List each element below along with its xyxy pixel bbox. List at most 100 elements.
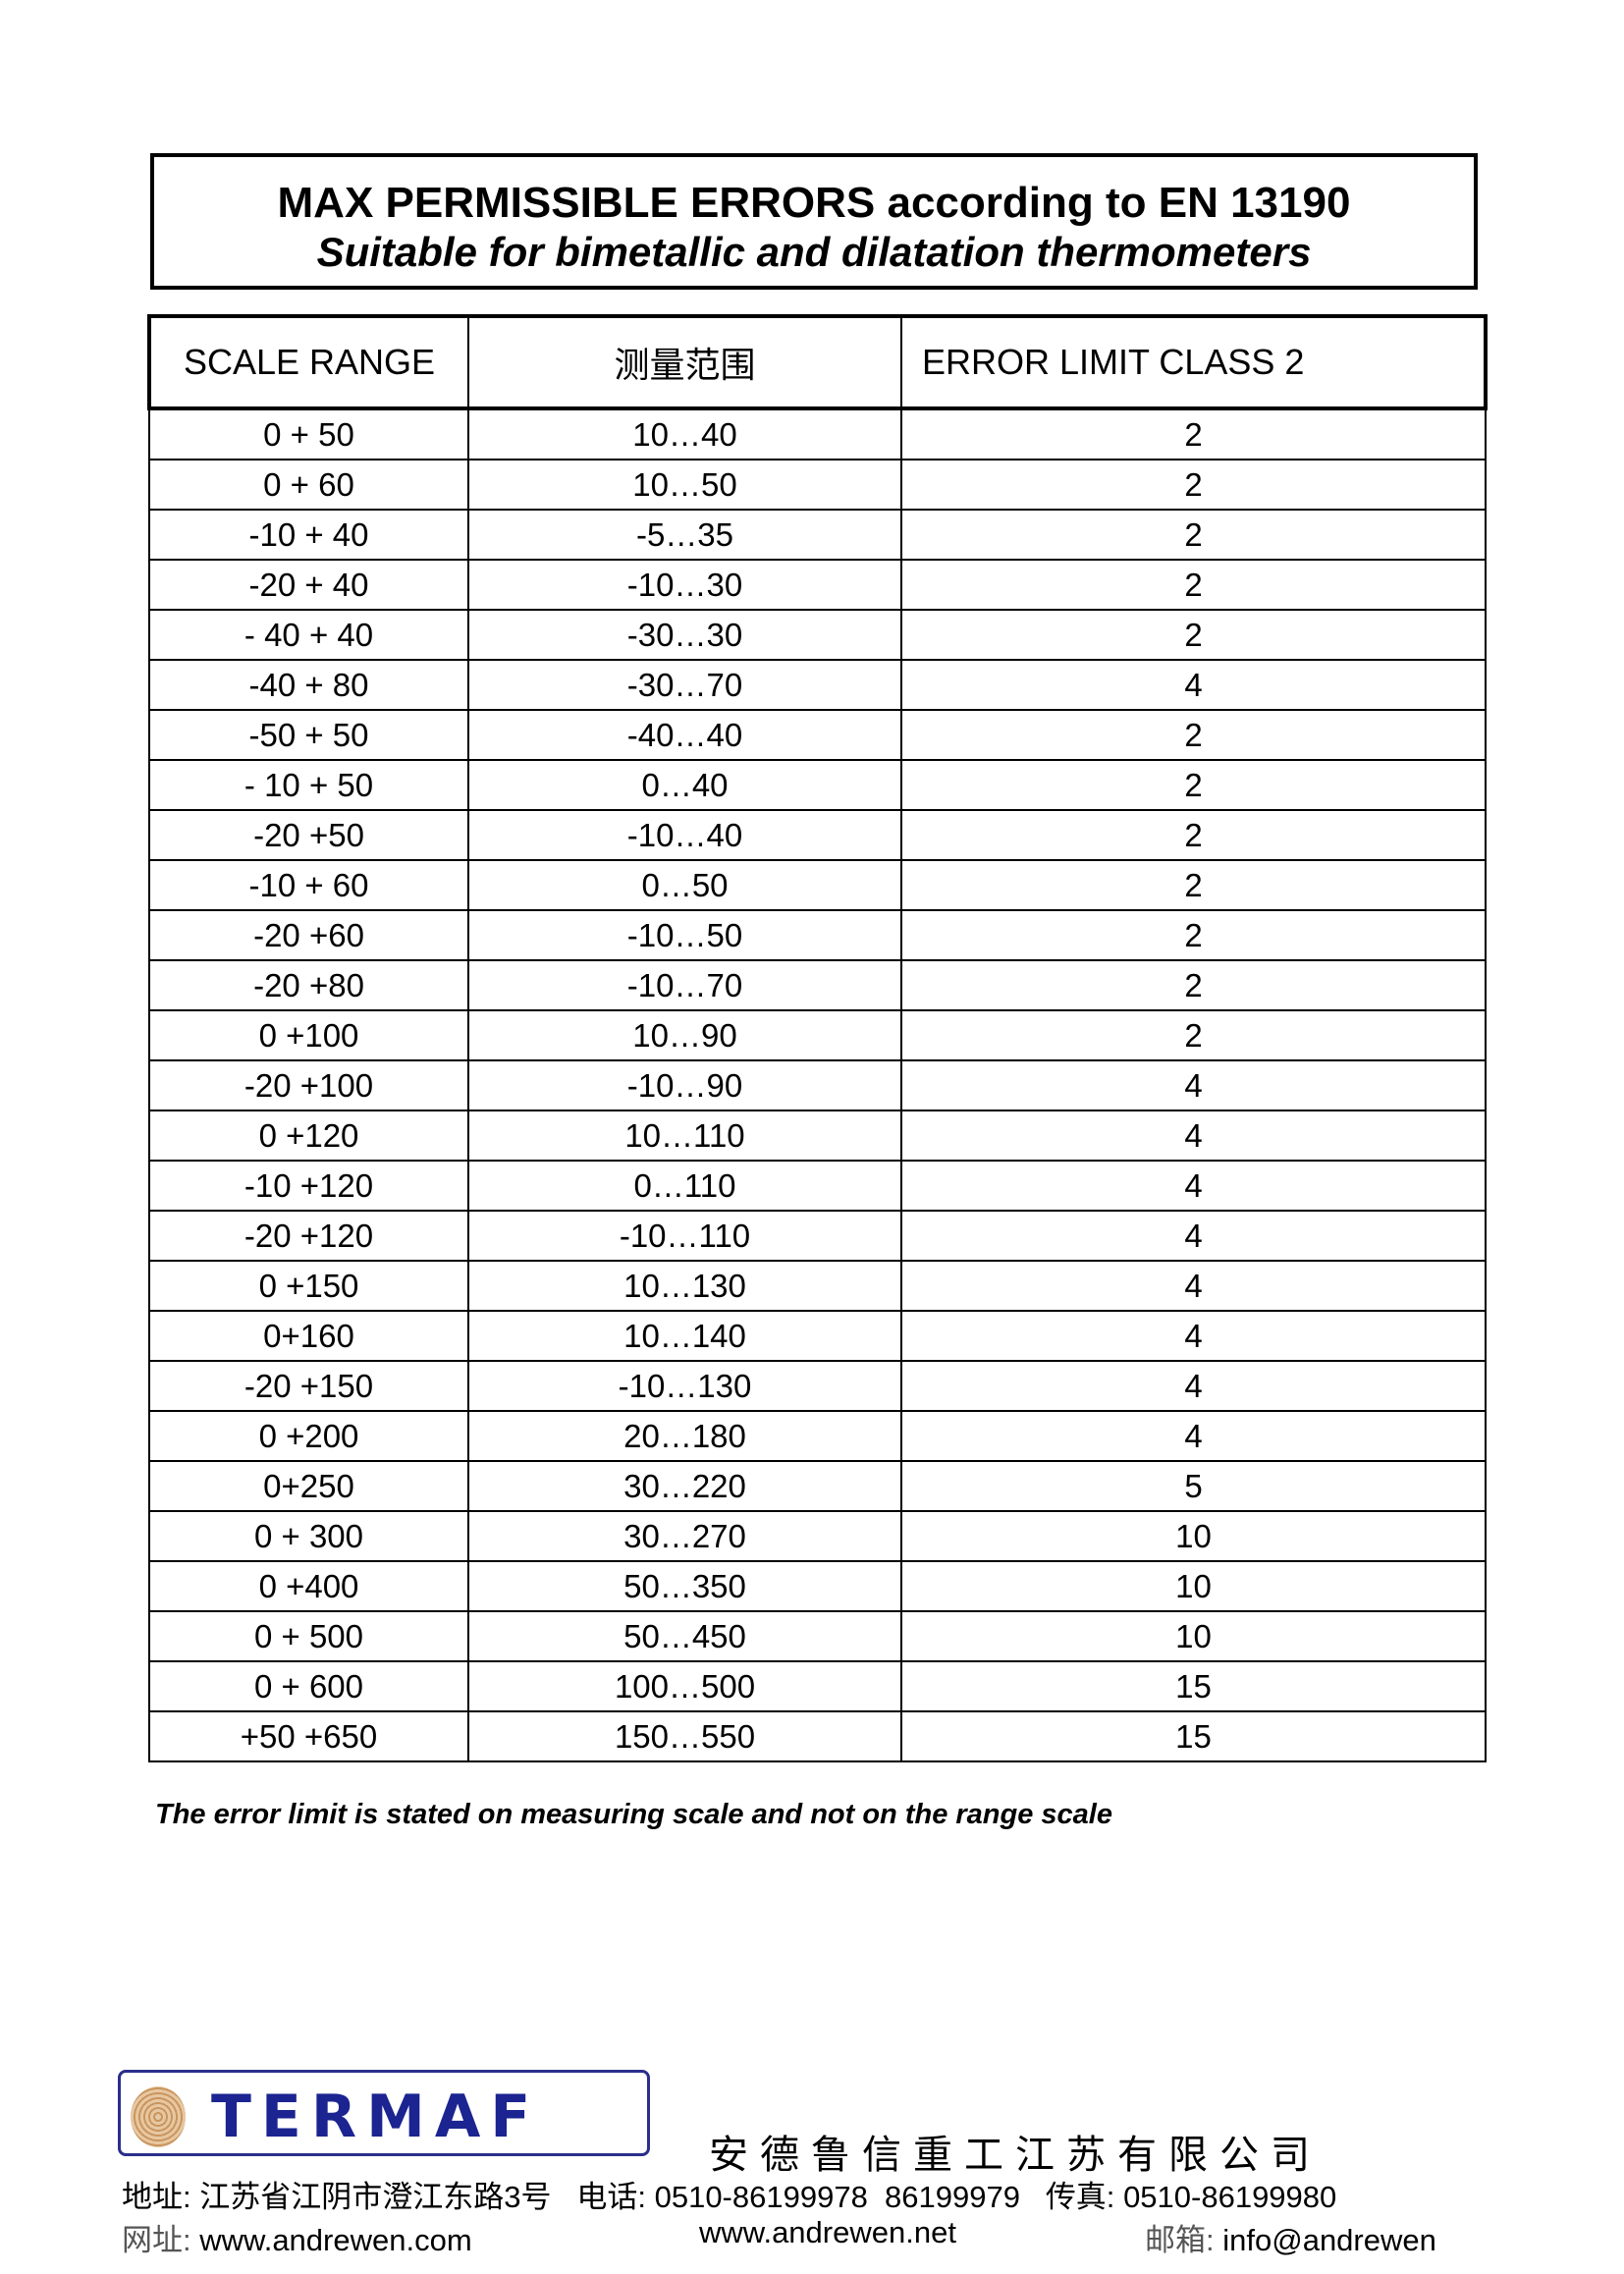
error-limit-cell: 4 xyxy=(900,1059,1487,1111)
column-header-error-limit: ERROR LIMIT CLASS 2 xyxy=(900,314,1488,410)
termaf-logo: TERMAF xyxy=(118,2070,650,2156)
table-row: - 40 + 40 -30…30 2 xyxy=(148,609,1487,661)
website-net[interactable]: www.andrewen.net xyxy=(699,2215,956,2249)
error-limit-cell: 2 xyxy=(900,709,1487,761)
email-line: 邮箱: info@andrewen xyxy=(1145,2215,1436,2259)
table-row: -20 +120 -10…110 4 xyxy=(148,1210,1487,1262)
table-row: -20 +80 -10…70 2 xyxy=(148,959,1487,1011)
scale-range-cell: 0 +120 xyxy=(148,1110,469,1162)
scale-range-cell: -20 +50 xyxy=(148,809,469,861)
website-com[interactable]: www.andrewen.com xyxy=(199,2223,472,2257)
table-row: 0 + 300 30…270 10 xyxy=(148,1510,1487,1562)
scale-range-cell: 0 + 600 xyxy=(148,1660,469,1712)
table-row: -20 +60 -10…50 2 xyxy=(148,909,1487,961)
measuring-range-cell: 10…130 xyxy=(467,1260,902,1312)
measuring-range-cell: -10…50 xyxy=(467,909,902,961)
scale-range-cell: -20 +100 xyxy=(148,1059,469,1111)
measuring-range-cell: -10…30 xyxy=(467,559,902,611)
measuring-range-cell: -30…70 xyxy=(467,659,902,711)
measuring-range-cell: 30…270 xyxy=(467,1510,902,1562)
table-header-row: SCALE RANGE 测量范围 ERROR LIMIT CLASS 2 xyxy=(147,314,1488,410)
table-row: 0 + 600 100…500 15 xyxy=(148,1660,1487,1712)
scale-range-cell: - 10 + 50 xyxy=(148,759,469,811)
measuring-range-cell: -10…40 xyxy=(467,809,902,861)
table-row: -50 + 50 -40…40 2 xyxy=(148,709,1487,761)
scale-range-cell: -20 +120 xyxy=(148,1210,469,1262)
contact-line: 地址: 江苏省江阴市澄江东路3号 电话: 0510-86199978 86199… xyxy=(122,2172,1336,2216)
scale-range-cell: -40 + 80 xyxy=(148,659,469,711)
error-limit-cell: 5 xyxy=(900,1460,1487,1512)
table-row: 0 +400 50…350 10 xyxy=(148,1560,1487,1612)
email[interactable]: info@andrewen xyxy=(1222,2223,1436,2257)
scale-range-cell: 0 +200 xyxy=(148,1410,469,1462)
table-row: 0 + 500 50…450 10 xyxy=(148,1610,1487,1662)
page-title: MAX PERMISSIBLE ERRORS according to EN 1… xyxy=(277,179,1351,227)
web-line-1: 网址: www.andrewen.com xyxy=(122,2215,472,2259)
table-row: -10 + 40 -5…35 2 xyxy=(148,509,1487,561)
table-row: +50 +650 150…550 15 xyxy=(148,1710,1487,1762)
error-limit-cell: 2 xyxy=(900,759,1487,811)
error-limit-cell: 2 xyxy=(900,559,1487,611)
measuring-range-cell: 10…110 xyxy=(467,1110,902,1162)
measuring-range-cell: 10…90 xyxy=(467,1009,902,1061)
scale-range-cell: -10 +120 xyxy=(148,1160,469,1212)
scale-range-cell: -20 + 40 xyxy=(148,559,469,611)
error-limit-cell: 4 xyxy=(900,659,1487,711)
error-limit-cell: 2 xyxy=(900,809,1487,861)
scale-range-cell: -20 +80 xyxy=(148,959,469,1011)
table-row: -20 +50 -10…40 2 xyxy=(148,809,1487,861)
scale-range-cell: 0+250 xyxy=(148,1460,469,1512)
error-limit-cell: 2 xyxy=(900,407,1487,460)
thermometer-coil-icon xyxy=(131,2086,186,2147)
error-limit-cell: 2 xyxy=(900,909,1487,961)
scale-range-cell: 0+160 xyxy=(148,1310,469,1362)
scale-range-cell: -20 +60 xyxy=(148,909,469,961)
table-row: 0 +120 10…110 4 xyxy=(148,1110,1487,1162)
address: 江苏省江阴市澄江东路3号 xyxy=(199,2180,552,2214)
measuring-range-cell: -30…30 xyxy=(467,609,902,661)
error-limit-cell: 15 xyxy=(900,1660,1487,1712)
scale-range-cell: - 40 + 40 xyxy=(148,609,469,661)
measuring-range-cell: 150…550 xyxy=(467,1710,902,1762)
table-row: 0 +150 10…130 4 xyxy=(148,1260,1487,1312)
table-row: -10 + 60 0…50 2 xyxy=(148,859,1487,911)
scale-range-cell: +50 +650 xyxy=(148,1710,469,1762)
title-box: MAX PERMISSIBLE ERRORS according to EN 1… xyxy=(150,153,1478,290)
table-row: -40 + 80 -30…70 4 xyxy=(148,659,1487,711)
error-limit-cell: 10 xyxy=(900,1560,1487,1612)
table-row: 0+160 10…140 4 xyxy=(148,1310,1487,1362)
logo-wordmark: TERMAF xyxy=(211,2083,541,2151)
column-header-measuring-range: 测量范围 xyxy=(467,314,902,410)
measuring-range-cell: 30…220 xyxy=(467,1460,902,1512)
error-limit-cell: 10 xyxy=(900,1610,1487,1662)
error-limit-cell: 4 xyxy=(900,1360,1487,1412)
table-row: 0+250 30…220 5 xyxy=(148,1460,1487,1512)
table-row: 0 + 50 10…40 2 xyxy=(148,407,1487,460)
scale-range-cell: 0 + 500 xyxy=(148,1610,469,1662)
page-subtitle: Suitable for bimetallic and dilatation t… xyxy=(316,229,1312,275)
measuring-range-cell: -10…130 xyxy=(467,1360,902,1412)
scale-range-cell: -20 +150 xyxy=(148,1360,469,1412)
error-limit-cell: 2 xyxy=(900,459,1487,511)
error-limit-cell: 4 xyxy=(900,1260,1487,1312)
error-limit-cell: 2 xyxy=(900,609,1487,661)
error-limit-cell: 15 xyxy=(900,1710,1487,1762)
measuring-range-cell: -10…70 xyxy=(467,959,902,1011)
scale-range-cell: 0 + 300 xyxy=(148,1510,469,1562)
scale-range-cell: 0 +100 xyxy=(148,1009,469,1061)
measuring-range-cell: 10…40 xyxy=(467,407,902,460)
address-label: 地址: xyxy=(122,2180,191,2214)
table-row: 0 + 60 10…50 2 xyxy=(148,459,1487,511)
measuring-range-cell: 20…180 xyxy=(467,1410,902,1462)
footnote: The error limit is stated on measuring s… xyxy=(155,1799,1112,1830)
table-row: -20 +100 -10…90 4 xyxy=(148,1059,1487,1111)
measuring-range-cell: 0…50 xyxy=(467,859,902,911)
error-limit-cell: 2 xyxy=(900,509,1487,561)
error-limit-cell: 4 xyxy=(900,1110,1487,1162)
table-row: -10 +120 0…110 4 xyxy=(148,1160,1487,1212)
measuring-range-cell: -10…110 xyxy=(467,1210,902,1262)
email-label: 邮箱: xyxy=(1145,2223,1215,2257)
error-limit-cell: 2 xyxy=(900,859,1487,911)
scale-range-cell: -10 + 60 xyxy=(148,859,469,911)
measuring-range-cell: 50…350 xyxy=(467,1560,902,1612)
